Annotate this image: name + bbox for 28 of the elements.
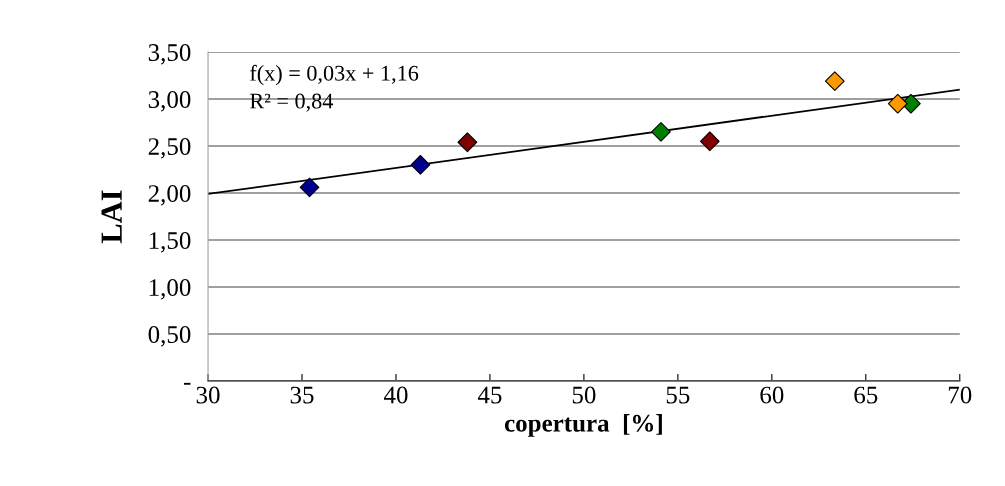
x-tick-label: 50 <box>572 386 596 404</box>
x-tick-label: 45 <box>477 386 502 404</box>
x-tick-label: 60 <box>760 386 784 404</box>
x-tick-label: 65 <box>854 386 878 404</box>
x-tick-label: 35 <box>290 386 314 404</box>
x-tick-label: 30 <box>196 386 220 404</box>
point <box>651 122 671 142</box>
point <box>824 71 845 92</box>
y-tick-label: - <box>183 382 191 385</box>
point <box>299 177 320 198</box>
y-axis-title: LAI <box>101 190 122 244</box>
y-tick-label: 1,50 <box>149 232 191 253</box>
y-tick-label: 3,00 <box>148 91 191 112</box>
annotation: R² = 0,84 <box>250 93 334 112</box>
x-axis-title: copertura [%] <box>504 414 662 437</box>
y-tick-label: 3,50 <box>148 44 191 65</box>
annotation: f(x) = 0,03x + 1,16 <box>250 64 419 86</box>
x-tick-label: 40 <box>383 386 408 404</box>
point <box>887 93 908 114</box>
x-tick-label: 70 <box>948 386 972 404</box>
point <box>410 154 431 175</box>
y-tick-label: 1,00 <box>149 279 191 300</box>
y-tick-label: 2,50 <box>148 138 191 159</box>
y-tick-label: 0,50 <box>148 326 191 347</box>
point <box>457 132 478 153</box>
y-tick-label: 2,00 <box>148 185 191 206</box>
x-tick-label: 55 <box>666 386 690 404</box>
point <box>699 131 720 152</box>
